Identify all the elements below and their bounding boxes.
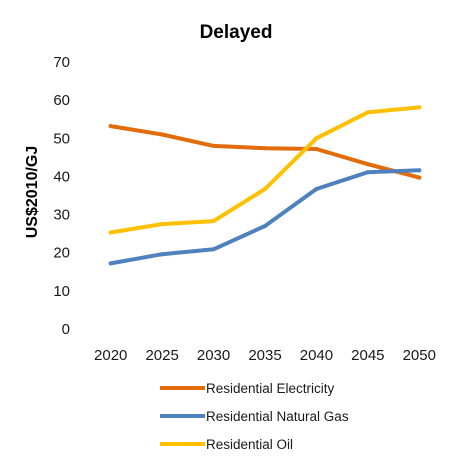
y-tick-label: 30 bbox=[53, 207, 70, 224]
y-tick-label: 60 bbox=[53, 92, 70, 109]
data-point bbox=[365, 170, 370, 175]
y-tick-label: 0 bbox=[62, 321, 70, 338]
legend-label: Residential Electricity bbox=[206, 381, 335, 396]
data-point bbox=[314, 146, 319, 151]
data-point bbox=[108, 230, 113, 235]
data-point bbox=[263, 224, 267, 229]
x-tick-label: 2025 bbox=[145, 347, 178, 364]
data-point bbox=[108, 124, 113, 129]
y-axis: 0 10 20 30 40 50 60 70 bbox=[53, 54, 70, 338]
legend-label: Residential Natural Gas bbox=[206, 409, 349, 424]
data-point bbox=[160, 132, 165, 137]
x-tick-label: 2035 bbox=[248, 347, 281, 364]
y-axis-label: US$2010/GJ bbox=[24, 146, 41, 239]
data-point bbox=[365, 162, 370, 167]
y-tick-label: 10 bbox=[53, 283, 70, 300]
data-point bbox=[365, 110, 370, 115]
y-tick-label: 50 bbox=[53, 130, 70, 147]
data-point bbox=[417, 168, 422, 173]
data-point bbox=[314, 187, 319, 192]
data-point bbox=[263, 187, 267, 192]
plot-area bbox=[108, 105, 422, 266]
legend: Residential Electricity Residential Natur… bbox=[160, 381, 349, 452]
y-tick-label: 70 bbox=[53, 54, 70, 71]
data-point bbox=[211, 219, 216, 224]
data-point bbox=[160, 252, 165, 257]
data-point bbox=[417, 105, 422, 110]
data-point bbox=[211, 247, 216, 252]
chart-title: Delayed bbox=[200, 22, 273, 43]
y-tick-label: 20 bbox=[53, 245, 70, 262]
data-point bbox=[160, 222, 165, 227]
series-line-0 bbox=[108, 124, 422, 180]
x-tick-label: 2045 bbox=[351, 347, 384, 364]
data-point bbox=[211, 143, 216, 148]
data-point bbox=[417, 175, 422, 180]
series-line-2 bbox=[108, 105, 422, 235]
legend-label: Residential Oil bbox=[206, 437, 293, 452]
data-point bbox=[314, 136, 319, 141]
y-tick-label: 40 bbox=[53, 168, 70, 185]
x-tick-label: 2040 bbox=[300, 347, 333, 364]
x-tick-label: 2030 bbox=[197, 347, 230, 364]
x-tick-label: 2020 bbox=[94, 347, 127, 364]
data-point bbox=[108, 261, 113, 266]
x-tick-label: 2050 bbox=[403, 347, 436, 364]
x-axis: 2020 2025 2030 2035 2040 2045 2050 bbox=[94, 347, 436, 364]
data-point bbox=[263, 146, 267, 151]
series-line-1 bbox=[108, 168, 422, 266]
